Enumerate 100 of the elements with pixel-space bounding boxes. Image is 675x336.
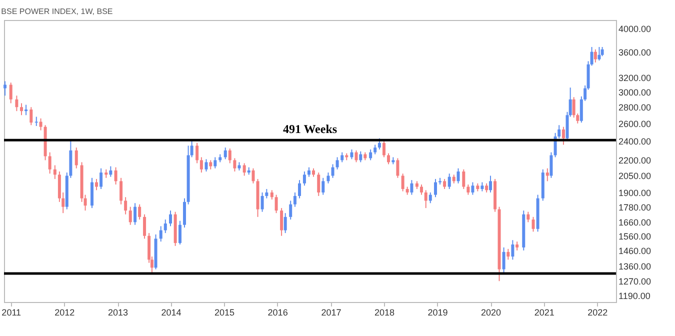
y-tick-label: 1780.00 xyxy=(618,202,652,212)
candlestick xyxy=(410,180,414,196)
candlestick xyxy=(204,158,208,172)
candlestick xyxy=(550,152,553,178)
candlestick xyxy=(159,226,162,242)
candlestick xyxy=(374,144,377,155)
y-tick-label: 2400.00 xyxy=(618,136,652,147)
candlestick xyxy=(224,147,227,160)
candlestick xyxy=(164,219,167,234)
candlestick xyxy=(331,164,334,178)
y-tick-label: 1460.00 xyxy=(618,246,652,256)
candlestick xyxy=(336,156,339,170)
x-tick-label: 2016 xyxy=(268,308,288,318)
candlestick xyxy=(274,194,278,214)
candlestick xyxy=(526,211,530,223)
x-tick-label: 2013 xyxy=(108,308,128,318)
candlestick xyxy=(9,82,12,104)
candlestick xyxy=(448,173,451,190)
candlestick xyxy=(39,118,42,131)
candlestick xyxy=(489,175,492,193)
y-tick-label: 1270.00 xyxy=(618,276,652,287)
candlestick xyxy=(74,147,78,169)
x-tick-label: 2017 xyxy=(321,308,342,318)
candlestick xyxy=(134,202,137,226)
candlestick xyxy=(502,246,506,274)
candlestick xyxy=(24,104,28,116)
candlestick xyxy=(443,178,446,190)
candlestick xyxy=(228,148,232,164)
x-tick-label: 2018 xyxy=(374,308,394,318)
candlestick xyxy=(183,198,186,228)
candlestick xyxy=(401,173,404,192)
candlestick xyxy=(4,80,7,96)
candlestick xyxy=(120,177,123,205)
candlestick xyxy=(340,152,344,163)
candlestick xyxy=(114,166,118,185)
chart-title: BSE POWER INDEX, 1W, BSE xyxy=(1,7,113,16)
candlestick xyxy=(90,177,94,209)
candlestick xyxy=(100,168,103,190)
candlestick xyxy=(359,150,362,163)
candlestick xyxy=(466,184,470,196)
candlestick xyxy=(317,172,320,196)
y-tick-label: 2200.00 xyxy=(618,156,652,166)
x-tick-label: 2021 xyxy=(534,308,554,318)
candlestick xyxy=(424,190,428,209)
candlestick xyxy=(428,192,432,204)
candlestick xyxy=(200,156,203,174)
candlestick xyxy=(20,102,24,116)
y-tick-label: 3000.00 xyxy=(618,87,652,98)
candlestick xyxy=(396,158,400,178)
candlestick xyxy=(369,148,372,161)
ref-line-label: 491 Weeks xyxy=(282,122,338,136)
candlestick xyxy=(378,138,381,150)
candlestick xyxy=(562,126,565,146)
candlestick xyxy=(420,184,423,196)
y-tick-label: 1900.00 xyxy=(618,188,652,198)
candlestick xyxy=(598,46,601,62)
y-tick-label: 3200.00 xyxy=(618,73,652,84)
candlestick xyxy=(15,95,18,112)
candlestick xyxy=(138,204,142,220)
candlestick xyxy=(326,172,330,184)
y-tick-label: 2800.00 xyxy=(618,102,652,113)
x-tick-label: 2015 xyxy=(214,308,235,318)
x-tick-label: 2022 xyxy=(588,308,608,318)
candlestick xyxy=(48,152,52,174)
candlestick xyxy=(233,158,236,172)
candlestick xyxy=(594,48,597,63)
candlestick xyxy=(307,166,310,178)
candlestick xyxy=(265,188,268,199)
candlestick xyxy=(34,116,38,126)
candlestick xyxy=(128,206,132,226)
candlestick xyxy=(214,156,217,169)
candlestick xyxy=(298,180,301,199)
candlestick xyxy=(600,46,604,57)
candlestick xyxy=(124,196,128,215)
candlestick xyxy=(196,142,199,164)
x-tick-label: 2011 xyxy=(2,308,22,318)
candlestick xyxy=(109,166,112,178)
candlestick xyxy=(293,192,296,208)
candlestick xyxy=(456,168,460,184)
y-tick-label: 4000.00 xyxy=(618,24,652,34)
candlestick xyxy=(382,140,386,158)
candlestick xyxy=(260,192,264,212)
y-tick-label: 2600.00 xyxy=(618,118,652,129)
candlestick xyxy=(209,160,212,170)
candlestick xyxy=(485,182,488,193)
candlestick xyxy=(434,178,437,198)
candlestick xyxy=(252,168,255,184)
candlestick xyxy=(284,212,287,234)
candlestick xyxy=(387,152,390,165)
x-tick-label: 2019 xyxy=(428,308,448,318)
candlestick xyxy=(302,170,306,186)
y-tick-label: 1660.00 xyxy=(618,218,652,228)
x-tick-label: 2020 xyxy=(480,308,502,318)
candlestick xyxy=(532,216,535,232)
y-tick-label: 2050.00 xyxy=(618,171,652,182)
candlestick xyxy=(178,220,182,245)
candlestick xyxy=(350,148,354,160)
candlestick xyxy=(289,200,292,220)
candlestick xyxy=(169,210,172,227)
candlestick xyxy=(471,182,474,196)
